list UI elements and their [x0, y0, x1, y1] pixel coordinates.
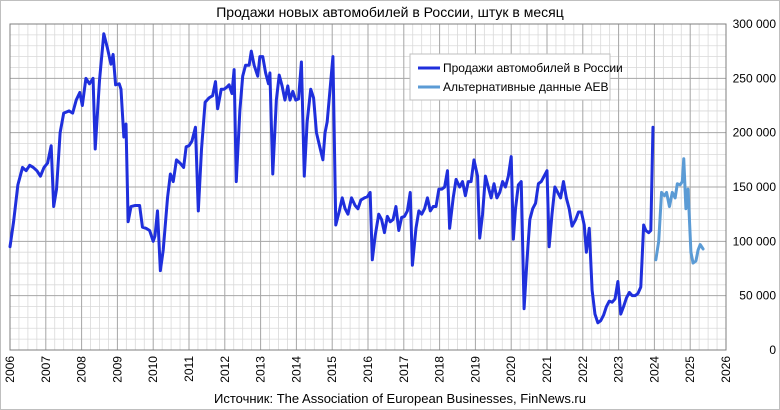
series-lines — [8, 32, 705, 325]
x-tick-label: 2024 — [647, 356, 661, 383]
y-tick-label: 250 000 — [733, 71, 777, 85]
series-line-0 — [8, 32, 655, 325]
legend: Продажи автомобилей в России Альтернатив… — [409, 53, 623, 101]
y-tick-label: 150 000 — [733, 180, 777, 194]
x-tick-label: 2021 — [540, 356, 554, 383]
x-tick-label: 2013 — [254, 356, 268, 383]
y-axis-tick-labels: 0 50 000 100 000 150 000 200 000 250 000 300 0… — [733, 17, 777, 357]
x-tick-label: 2017 — [397, 356, 411, 383]
x-tick-label: 2020 — [504, 356, 518, 383]
chart-source: Источник: The Association of European Bu… — [214, 391, 586, 406]
x-tick-label: 2011 — [182, 356, 196, 382]
x-tick-label: 2016 — [361, 356, 375, 383]
legend-label-aeb-alt: Альтернативные данные AEB — [443, 80, 608, 94]
x-tick-label: 2006 — [3, 356, 17, 383]
x-tick-label: 2025 — [683, 356, 697, 383]
series-line-1 — [654, 157, 705, 265]
legend-box — [409, 53, 611, 101]
x-tick-label: 2015 — [325, 356, 339, 383]
y-tick-label: 100 000 — [733, 234, 777, 248]
x-tick-label: 2018 — [433, 356, 447, 383]
x-tick-label: 2008 — [75, 356, 89, 383]
x-axis-tick-labels: 2006 2007 2008 2009 2010 2011 2012 2013 2014 2015… — [3, 356, 733, 383]
y-tick-label: 200 000 — [733, 126, 777, 140]
x-tick-label: 2023 — [612, 356, 626, 383]
x-tick-label: 2010 — [146, 356, 160, 383]
chart-title: Продажи новых автомобилей в России, штук… — [216, 4, 564, 20]
plot-area-frame — [9, 23, 727, 351]
x-tick-label: 2026 — [719, 356, 733, 383]
legend-label-sales: Продажи автомобилей в России — [443, 61, 623, 75]
x-tick-label: 2022 — [576, 356, 590, 383]
y-tick-label: 0 — [769, 343, 776, 357]
y-tick-label: 50 000 — [739, 289, 776, 303]
y-tick-label: 300 000 — [733, 17, 777, 31]
x-tick-label: 2009 — [110, 356, 124, 383]
x-tick-label: 2014 — [289, 356, 303, 383]
x-tick-label: 2012 — [218, 356, 232, 383]
x-tick-label: 2007 — [39, 356, 53, 383]
x-tick-label: 2019 — [468, 356, 482, 383]
